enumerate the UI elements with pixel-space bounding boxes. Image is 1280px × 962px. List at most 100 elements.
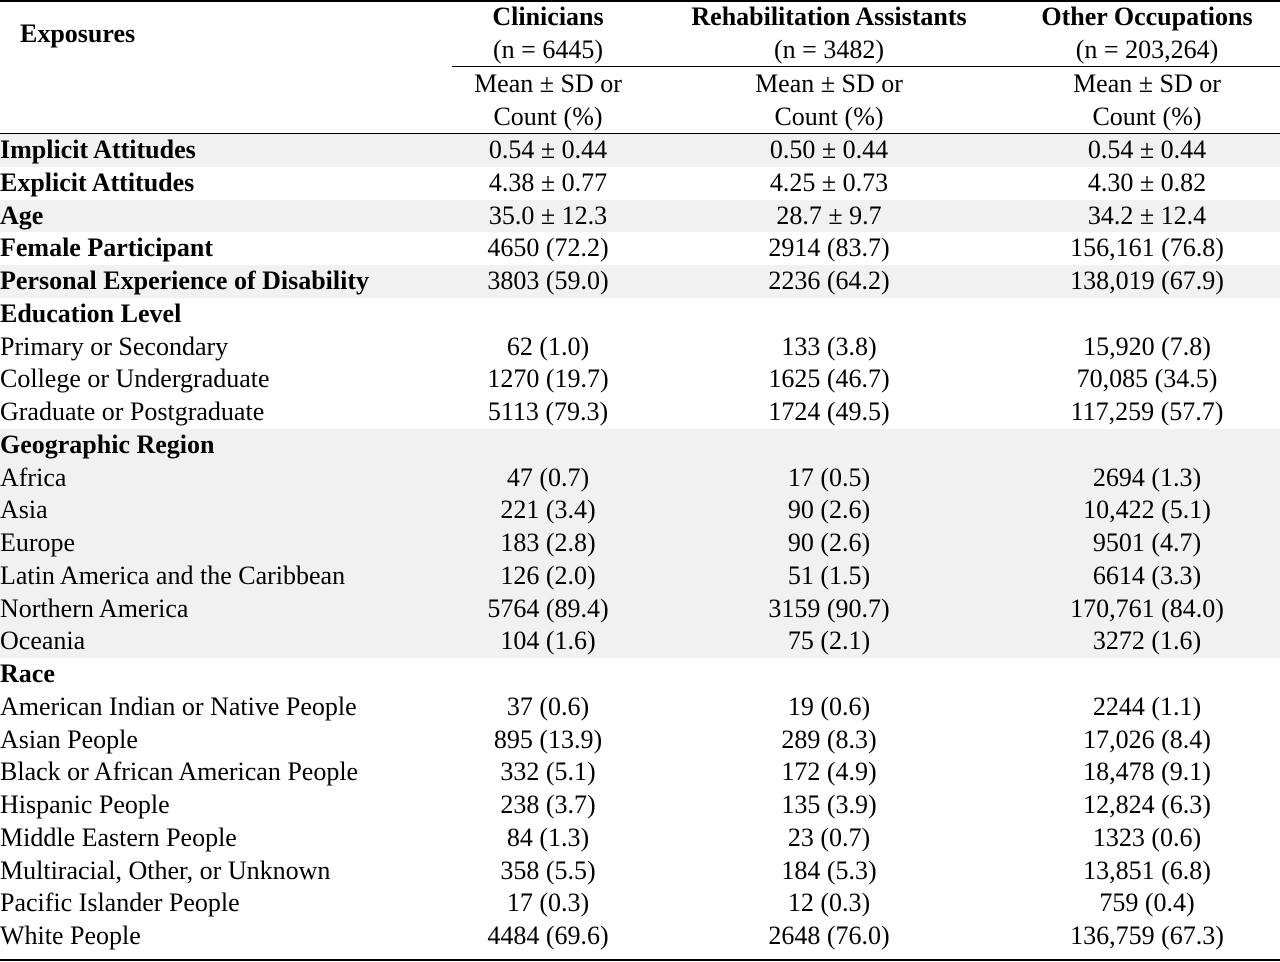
clinicians-value: 183 (2.8): [452, 527, 644, 560]
other-occupations-value: 4.30 ± 0.82: [1087, 167, 1207, 197]
other-occupations-header: Other Occupations: [1041, 2, 1253, 31]
row-heading: Age: [0, 199, 452, 233]
other-occupations-value: 759 (0.4): [1099, 888, 1195, 918]
clinicians-value: 17 (0.3): [506, 888, 590, 918]
table-row: College or Undergraduate 1270 (19.7) 1625 …: [0, 363, 1280, 396]
rehab-assistants-value: 12 (0.3): [787, 888, 871, 918]
table-row: Multiracial, Other, or Unknown 358 (5.5) 1…: [0, 855, 1280, 888]
clinicians-n: (n = 6445): [452, 33, 644, 67]
row-subheading: Primary or Secondary: [0, 331, 229, 361]
header-row-n: (n = 6445) (n = 3482) (n = 203,264): [0, 33, 1280, 67]
other-occupations-value: 138,019 (67.9): [1014, 265, 1280, 298]
row-subheading: Latin America and the Caribbean: [0, 559, 452, 593]
table-row: Northern America 5764 (89.4) 3159 (90.7) 17…: [0, 592, 1280, 626]
clinicians-value: 895 (13.9): [493, 724, 603, 754]
clinicians-stat-line1: Mean ± SD or: [474, 69, 622, 98]
table-row: Female Participant 4650 (72.2) 2914 (83.7)…: [0, 232, 1280, 265]
other-occupations-value: 18,478 (9.1): [1083, 757, 1211, 787]
other-occupations-value: 0.54 ± 0.44: [1014, 133, 1280, 167]
rehab-assistants-value: 2914 (83.7): [768, 233, 890, 263]
clinicians-value: 62 (1.0): [506, 331, 590, 361]
other-occupations-value: [1014, 658, 1280, 691]
table-row: Oceania 104 (1.6) 75 (2.1) 3272 (1.6): [0, 625, 1280, 658]
rehab-assistants-value: 2236 (64.2): [644, 265, 1014, 298]
rehab-assistants-stat-line1: Mean ± SD or: [755, 69, 903, 98]
table-row: Europe 183 (2.8) 90 (2.6) 9501 (4.7): [0, 527, 1280, 560]
table-row: Race: [0, 658, 1280, 691]
other-occupations-value: 9501 (4.7): [1014, 527, 1280, 560]
other-occupations-value: 156,161 (76.8): [1070, 233, 1224, 263]
other-occupations-stat-line1: Mean ± SD or: [1073, 69, 1221, 98]
other-occupations-value: 15,920 (7.8): [1083, 331, 1211, 361]
exposures-header: Exposures: [20, 18, 136, 48]
table-row: Geographic Region: [0, 428, 1280, 462]
clinicians-value: 332 (5.1): [500, 757, 596, 787]
row-subheading: Northern America: [0, 592, 452, 626]
table-row: Latin America and the Caribbean 126 (2.0)…: [0, 559, 1280, 593]
header-row-stat2: Count (%) Count (%) Count (%): [0, 100, 1280, 134]
clinicians-value: 47 (0.7): [452, 461, 644, 495]
header-row-names: Exposures Clinicians Rehabilitation Assi…: [0, 0, 1280, 48]
rehab-assistants-value: 19 (0.6): [787, 691, 871, 721]
rehab-assistants-value: 17 (0.5): [644, 461, 1014, 495]
row-heading: Race: [0, 659, 55, 688]
rehab-assistants-value: 1625 (46.7): [768, 364, 890, 394]
row-subheading: Asia: [0, 494, 452, 527]
rehab-assistants-value: 0.50 ± 0.44: [644, 133, 1014, 167]
row-heading: Personal Experience of Disability: [0, 265, 452, 298]
row-heading: Female Participant: [0, 233, 213, 263]
table-row: Primary or Secondary 62 (1.0) 133 (3.8) 15,…: [0, 331, 1280, 364]
rehab-assistants-value: 51 (1.5): [644, 559, 1014, 593]
table-row: Africa 47 (0.7) 17 (0.5) 2694 (1.3): [0, 461, 1280, 495]
rehab-assistants-value: 90 (2.6): [644, 527, 1014, 560]
other-occupations-stat-line2: Count (%): [1014, 100, 1280, 134]
other-occupations-value: [1014, 428, 1280, 462]
clinicians-header: Clinicians: [492, 2, 604, 31]
table-bottom-rule: [0, 959, 1280, 961]
other-occupations-value: [1014, 298, 1280, 331]
row-subheading: Pacific Islander People: [0, 888, 240, 918]
rehab-assistants-value: [644, 658, 1014, 691]
table-row: Education Level: [0, 298, 1280, 331]
row-subheading: Black or African American People: [0, 757, 359, 787]
rehab-assistants-value: 75 (2.1): [644, 625, 1014, 658]
exposures-header-spacer-2: [0, 100, 452, 134]
rehab-assistants-value: 2648 (76.0): [768, 921, 890, 950]
clinicians-value: 104 (1.6): [452, 625, 644, 658]
row-heading: Implicit Attitudes: [0, 133, 452, 167]
other-occupations-value: 1323 (0.6): [1092, 822, 1202, 852]
table-row: Implicit Attitudes 0.54 ± 0.44 0.50 ± 0.44…: [0, 133, 1280, 167]
rehab-assistants-value: 135 (3.9): [781, 790, 877, 819]
clinicians-value: 0.54 ± 0.44: [452, 133, 644, 167]
row-subheading: Europe: [0, 527, 452, 560]
clinicians-value: 5764 (89.4): [452, 592, 644, 626]
rehab-assistants-value: 23 (0.7): [787, 822, 871, 852]
other-occupations-value: 117,259 (57.7): [1070, 397, 1224, 426]
table-row: American Indian or Native People 37 (0.6)…: [0, 691, 1280, 724]
rehab-assistants-value: 172 (4.9): [781, 757, 877, 787]
row-subheading: Asian People: [0, 724, 138, 754]
table-row: Age 35.0 ± 12.3 28.7 ± 9.7 34.2 ± 12.4: [0, 199, 1280, 233]
exposures-header-spacer: [0, 67, 452, 101]
rehab-assistants-value: 90 (2.6): [644, 494, 1014, 527]
clinicians-value: 37 (0.6): [506, 691, 590, 721]
other-occupations-value: 136,759 (67.3): [1070, 921, 1224, 950]
rehab-assistants-n: (n = 3482): [644, 33, 1014, 67]
table-header: Exposures Clinicians Rehabilitation Assi…: [0, 0, 1280, 134]
table-row: Black or African American People 332 (5.1…: [0, 756, 1280, 789]
other-occupations-value: 17,026 (8.4): [1083, 724, 1211, 754]
clinicians-value: 4484 (69.6): [487, 921, 609, 950]
clinicians-value: 4.38 ± 0.77: [488, 167, 608, 197]
rehab-assistants-value: 133 (3.8): [781, 331, 877, 361]
other-occupations-value: 34.2 ± 12.4: [1014, 199, 1280, 233]
table-body: Implicit Attitudes 0.54 ± 0.44 0.50 ± 0.44…: [0, 133, 1280, 953]
row-subheading: Graduate or Postgraduate: [0, 397, 265, 426]
rehab-assistants-value: 184 (5.3): [781, 855, 877, 885]
rehab-assistants-stat-line2: Count (%): [644, 100, 1014, 134]
clinicians-value: [452, 298, 644, 331]
clinicians-value: 221 (3.4): [452, 494, 644, 527]
row-subheading: Africa: [0, 461, 452, 495]
rehab-assistants-header: Rehabilitation Assistants: [691, 2, 967, 31]
clinicians-value: 358 (5.5): [500, 855, 596, 885]
row-subheading: White People: [0, 921, 141, 950]
